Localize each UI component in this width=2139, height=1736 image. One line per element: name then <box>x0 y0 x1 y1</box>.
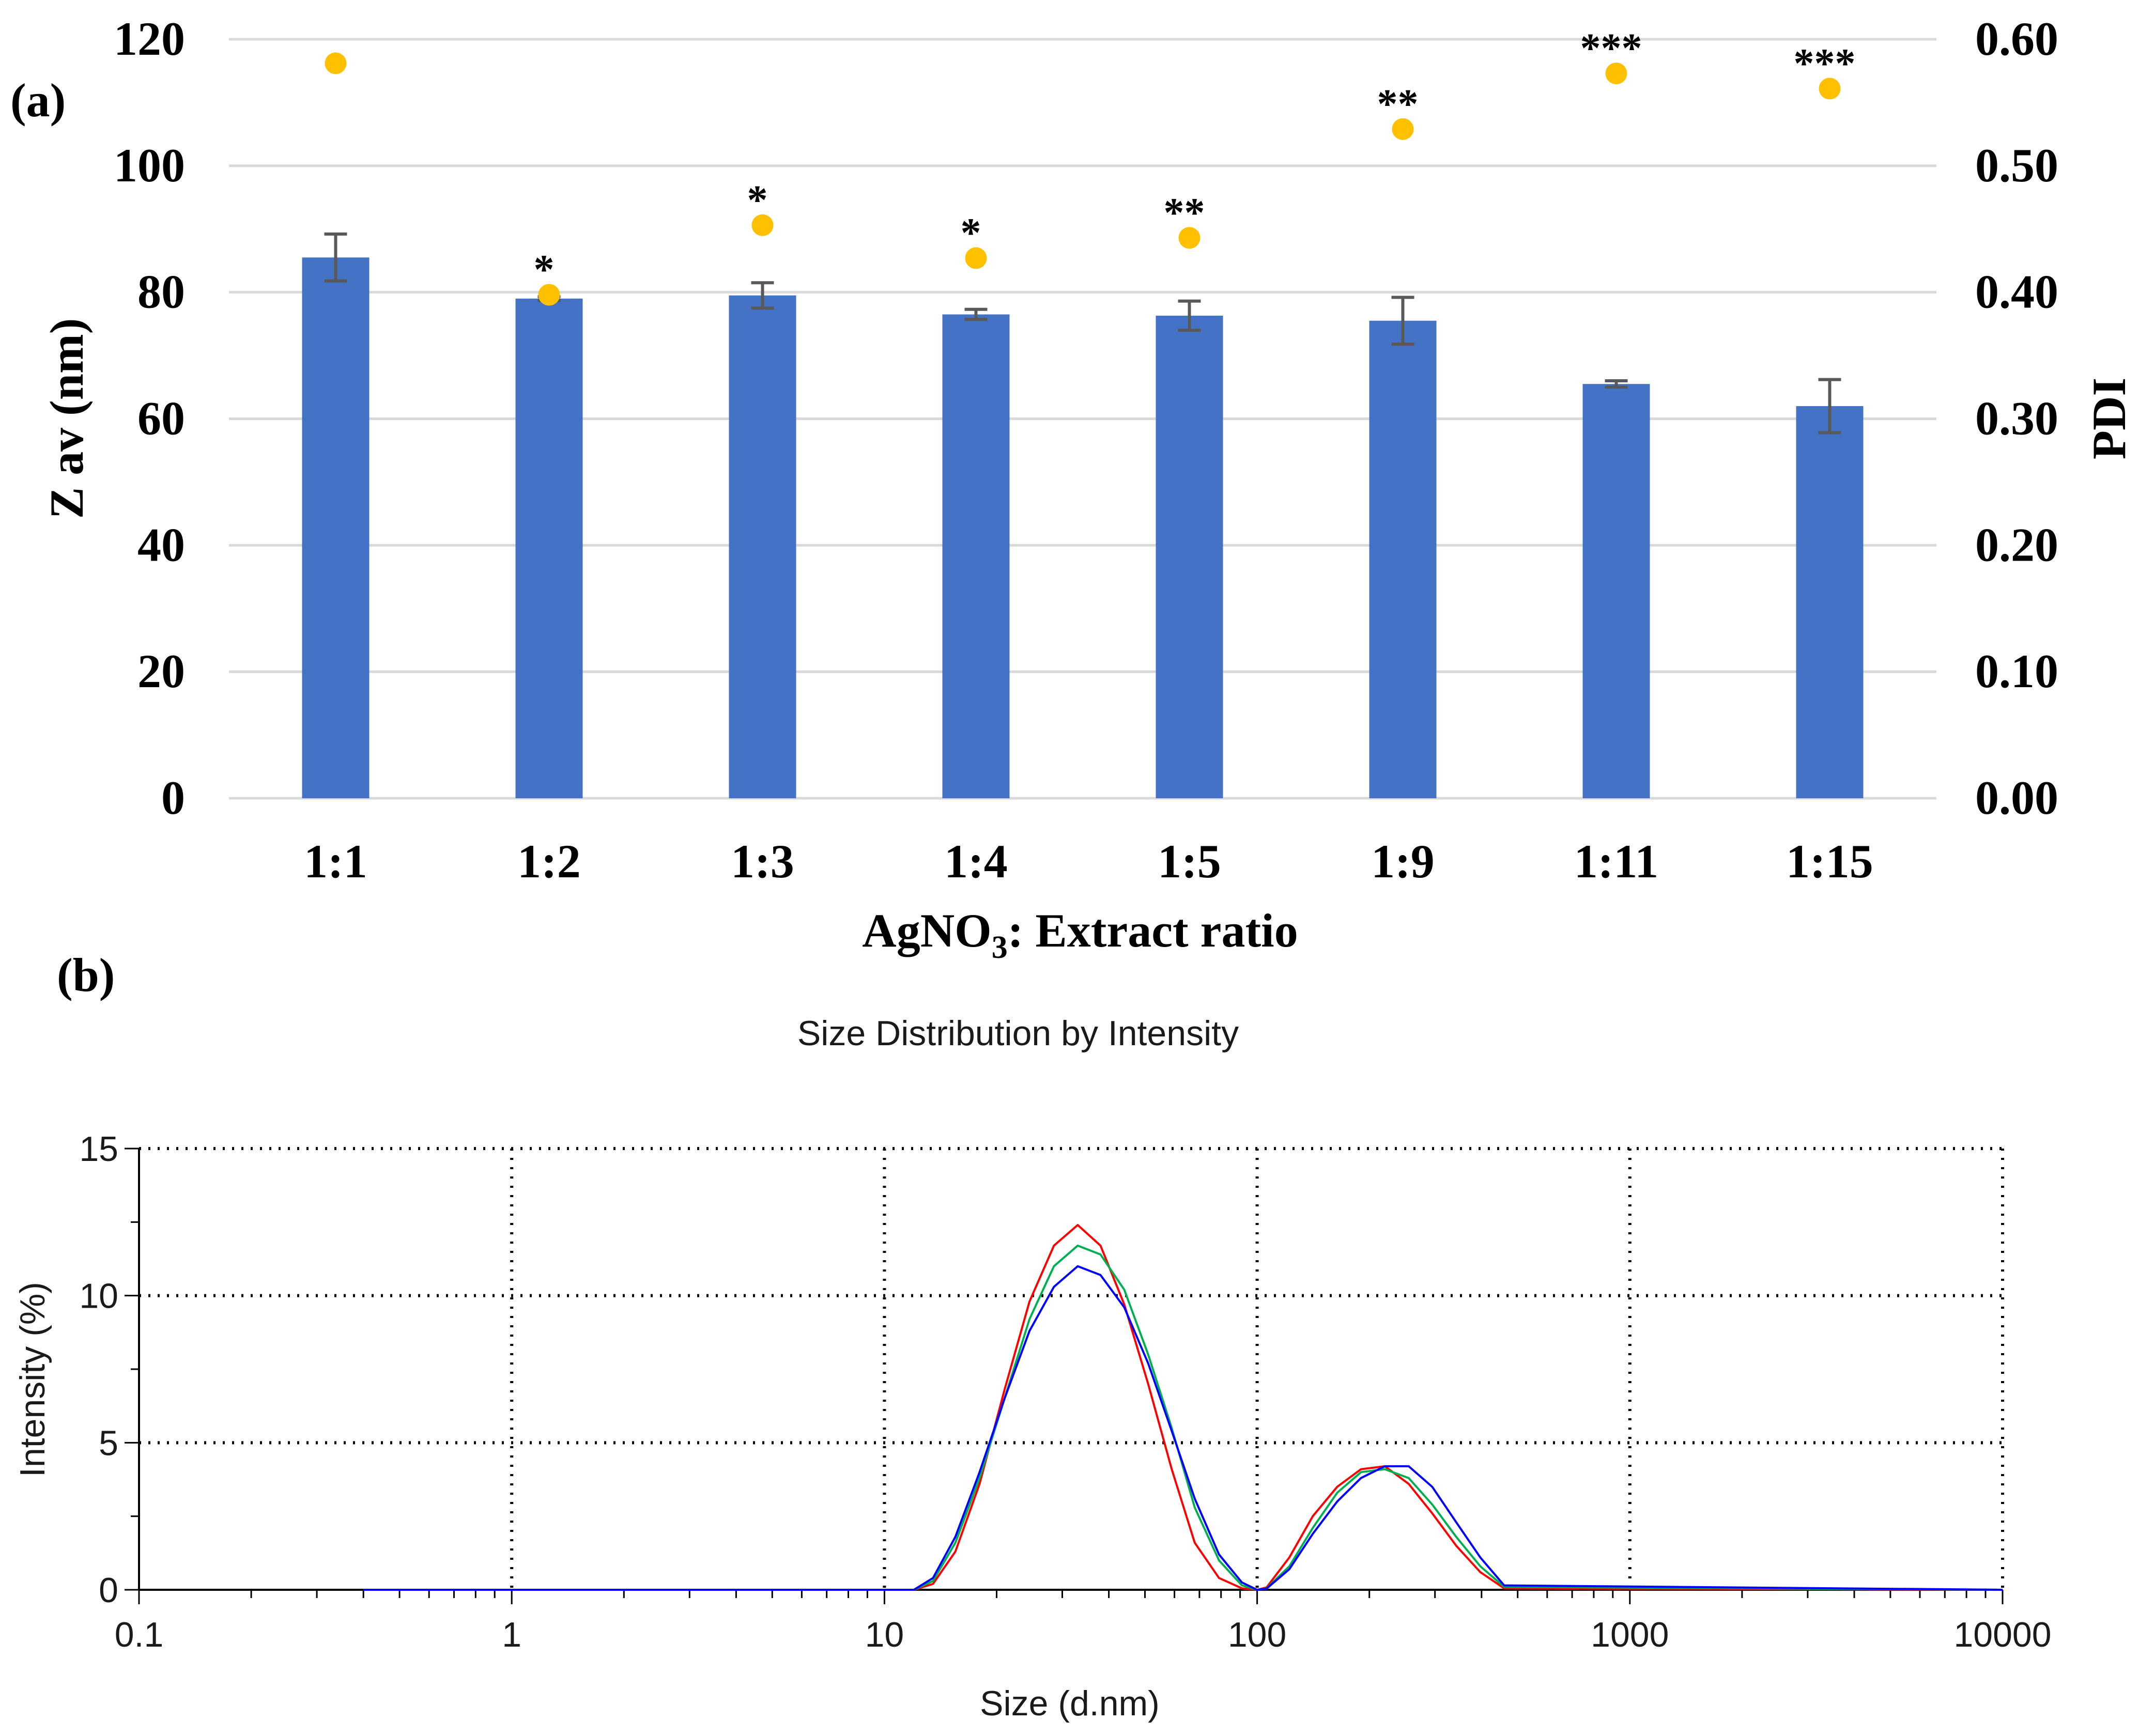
panel-a-y2label: PDI <box>2083 378 2135 459</box>
panel-a-pdi-point <box>538 284 560 306</box>
panel-b-y-tick-label: 15 <box>79 1129 118 1169</box>
panel-a-pdi-point <box>1392 118 1414 140</box>
panel-a-category-label: 1:5 <box>1158 835 1221 888</box>
panel-b-title: Size Distribution by Intensity <box>797 1014 1239 1053</box>
panel-a-bar <box>1369 320 1437 798</box>
panel-b-gridlines <box>139 1147 2004 1590</box>
panel-b-chart: (b) Size Distribution by Intensity 0.1 1 1… <box>13 949 2052 1723</box>
panel-a-bar <box>1796 406 1864 798</box>
panel-a-xlabel-subscript: 3 <box>992 930 1008 965</box>
panel-a-pdi-point <box>325 52 347 74</box>
panel-a-label: (a) <box>10 74 66 127</box>
panel-a-right-tick-label: 0.00 <box>1975 771 2058 824</box>
panel-a-pdi-point <box>1605 63 1627 85</box>
panel-a-xlabel-main: AgNO <box>862 904 991 957</box>
panel-a-left-tick-label: 60 <box>137 392 185 445</box>
panel-a-xlabel-rest: : Extract ratio <box>1008 904 1298 957</box>
panel-a-left-tick-label: 80 <box>137 266 185 318</box>
panel-a-significance-label: ** <box>1164 190 1205 236</box>
panel-b-x-tick-label: 10000 <box>1953 1615 2051 1654</box>
panel-a-left-tick-label: 0 <box>161 771 185 824</box>
panel-a-right-tick-labels: 0.00 0.10 0.20 0.30 0.40 0.50 0.60 <box>1975 12 2058 824</box>
panel-a-right-tick-label: 0.10 <box>1975 645 2058 698</box>
panel-b-label: (b) <box>57 949 115 1001</box>
panel-a-pdi-point <box>1178 227 1201 249</box>
panel-b-ylabel: Intensity (%) <box>13 1282 52 1477</box>
panel-a-left-tick-label: 100 <box>114 139 185 192</box>
panel-a-category-label: 1:15 <box>1786 835 1873 888</box>
panel-a-bar <box>302 257 370 798</box>
panel-a-significance-label: * <box>534 247 555 293</box>
panel-a-bars <box>302 257 1864 798</box>
panel-b-x-tick-label: 1000 <box>1591 1615 1669 1654</box>
panel-b-x-tick-label: 100 <box>1228 1615 1286 1654</box>
panel-b-series-line <box>363 1244 2003 1591</box>
panel-b-xlabel: Size (d.nm) <box>980 1684 1160 1723</box>
panel-a-right-tick-label: 0.30 <box>1975 392 2058 445</box>
panel-a-significance-label: * <box>747 178 768 223</box>
panel-a-right-tick-label: 0.50 <box>1975 139 2058 192</box>
panel-b-y-tick-label: 5 <box>99 1423 118 1463</box>
panel-a-ylabel: Z av (nm) <box>40 318 93 519</box>
panel-a-significance-label: ** <box>1377 82 1419 127</box>
panel-b-x-tick-labels: 0.1 1 10 100 1000 10000 <box>115 1615 2052 1654</box>
panel-a-pdi-point <box>965 247 987 269</box>
panel-a-pdi-points <box>325 52 1841 306</box>
panel-a-pdi-point <box>751 214 774 236</box>
panel-b-x-tick-label: 0.1 <box>115 1615 164 1654</box>
panel-a-bar <box>942 314 1010 798</box>
panel-a-bar <box>1156 315 1223 798</box>
panel-b-x-tick-label: 10 <box>865 1615 904 1654</box>
panel-a-left-tick-label: 40 <box>137 518 185 571</box>
panel-a-xlabel: AgNO3: Extract ratio <box>862 904 1298 965</box>
panel-a-significance-label: *** <box>1580 26 1642 71</box>
panel-a-bar <box>515 298 583 798</box>
panel-b-x-tick-label: 1 <box>502 1615 521 1654</box>
panel-a-bar <box>1582 384 1650 798</box>
panel-a-left-tick-labels: 0 20 40 60 80 100 120 <box>114 12 185 824</box>
panel-a-category-label: 1:4 <box>944 835 1008 888</box>
panel-a-bar <box>729 295 796 798</box>
panel-b-y-tick-label: 10 <box>79 1277 118 1316</box>
panel-a-category-label: 1:11 <box>1574 835 1659 888</box>
panel-b-series-line <box>363 1265 2003 1591</box>
panel-b-y-tick-labels: 0 5 10 15 <box>79 1129 118 1610</box>
panel-a-category-label: 1:2 <box>517 835 581 888</box>
panel-a-pdi-point <box>1819 78 1841 100</box>
panel-b-series-lines <box>363 1224 2003 1591</box>
panel-a-right-tick-label: 0.20 <box>1975 518 2058 571</box>
panel-b-series-line <box>363 1224 2003 1591</box>
panel-a-category-label: 1:3 <box>731 835 794 888</box>
panel-a-significance-labels: *** ******* *** <box>534 26 1856 292</box>
panel-b-y-tick-label: 0 <box>99 1571 118 1610</box>
panel-a-right-tick-label: 0.40 <box>1975 266 2058 318</box>
panel-a-category-label: 1:9 <box>1371 835 1435 888</box>
panel-a-left-tick-label: 20 <box>137 645 185 698</box>
panel-a-significance-label: *** <box>1794 41 1856 86</box>
panel-b-axes <box>125 1148 2004 1604</box>
panel-a-left-tick-label: 120 <box>114 12 185 65</box>
panel-a-category-labels: 1:1 1:2 1:3 1:4 1:5 1:9 1:11 1:15 <box>304 835 1873 888</box>
panel-a-right-tick-label: 0.60 <box>1975 12 2058 65</box>
panel-a-category-label: 1:1 <box>304 835 367 888</box>
panel-a-gridlines <box>229 38 1936 800</box>
panel-a-significance-label: * <box>961 211 981 256</box>
